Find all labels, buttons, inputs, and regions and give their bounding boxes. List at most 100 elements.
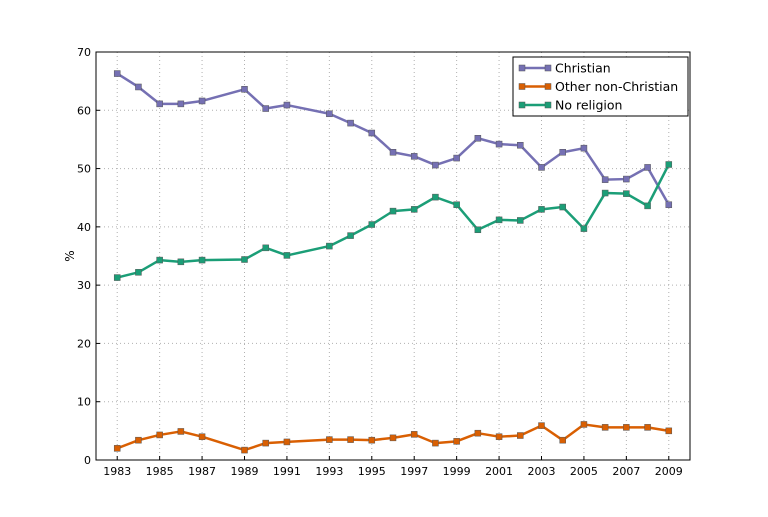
data-point — [283, 252, 291, 259]
data-point — [389, 149, 397, 156]
legend-marker — [518, 64, 526, 72]
data-point — [559, 436, 566, 444]
data-point — [347, 119, 354, 127]
data-point — [644, 424, 651, 431]
data-point — [601, 424, 609, 431]
data-point — [432, 161, 439, 169]
series-christian — [113, 70, 673, 208]
y-axis-label: % — [63, 250, 77, 261]
data-point — [474, 429, 482, 437]
data-point — [580, 144, 588, 152]
series-group — [113, 70, 673, 454]
x-tick-label: 1999 — [443, 465, 471, 478]
x-tick-label: 2001 — [485, 465, 513, 478]
data-point — [665, 201, 673, 208]
data-point — [623, 175, 630, 183]
data-point — [601, 189, 609, 197]
data-point — [495, 433, 503, 440]
data-point — [410, 431, 418, 438]
data-point — [453, 154, 460, 162]
y-tick-label: 60 — [77, 104, 91, 117]
data-point — [538, 164, 545, 171]
data-point — [156, 256, 163, 264]
data-point — [517, 432, 524, 439]
data-point — [559, 149, 566, 156]
data-point — [241, 256, 248, 263]
data-point — [474, 135, 482, 142]
data-point — [517, 217, 524, 224]
data-point — [665, 161, 673, 168]
data-point — [135, 436, 142, 444]
x-tick-label: 1985 — [146, 465, 174, 478]
data-point — [113, 70, 121, 77]
y-tick-label: 20 — [77, 337, 91, 350]
data-point — [623, 190, 630, 197]
data-point — [113, 274, 121, 281]
data-point — [177, 100, 185, 108]
y-tick-label: 40 — [77, 221, 91, 234]
data-point — [517, 142, 524, 149]
x-tick-label: 1987 — [188, 465, 216, 478]
legend-label: Christian — [555, 61, 611, 76]
data-point — [389, 434, 397, 442]
data-point — [601, 176, 609, 183]
x-tick-label: 2003 — [528, 465, 556, 478]
x-tick-label: 1991 — [273, 465, 301, 478]
x-tick-label: 2005 — [570, 465, 598, 478]
data-point — [623, 424, 630, 431]
data-point — [156, 431, 163, 439]
legend-marker — [518, 101, 526, 109]
x-tick-label: 2009 — [655, 465, 683, 478]
x-tick-label: 1997 — [400, 465, 428, 478]
data-point — [580, 225, 588, 232]
data-point — [262, 439, 269, 447]
data-point — [474, 226, 482, 234]
data-point — [368, 221, 376, 228]
x-tick-label: 1983 — [103, 465, 131, 478]
data-point — [326, 436, 333, 443]
data-point — [644, 202, 651, 210]
legend-marker — [518, 83, 526, 90]
ticks: 1983 1985 1987 1989 1991 1993 1995 1997 1999 2001… — [77, 46, 683, 478]
data-point — [495, 140, 503, 148]
data-point — [135, 269, 142, 276]
data-point — [432, 439, 439, 447]
legend-label: No religion — [555, 98, 622, 113]
data-point — [198, 433, 206, 440]
legend-marker — [544, 83, 552, 90]
y-tick-label: 0 — [84, 454, 91, 467]
data-point — [665, 427, 673, 435]
y-tick-label: 50 — [77, 163, 91, 176]
data-point — [113, 445, 121, 452]
x-tick-label: 2007 — [612, 465, 640, 478]
data-point — [177, 258, 185, 266]
plot-frame — [95, 51, 691, 461]
data-point — [538, 206, 545, 213]
x-tick-label: 1993 — [315, 465, 343, 478]
data-point — [410, 206, 418, 213]
legend-marker — [544, 101, 552, 109]
data-point — [347, 232, 354, 239]
y-tick-label: 10 — [77, 396, 91, 409]
series-other-non-christian — [113, 421, 673, 454]
data-point — [198, 256, 206, 264]
y-tick-label: 70 — [77, 46, 91, 59]
data-point — [283, 101, 291, 109]
data-point — [135, 83, 142, 91]
data-point — [495, 216, 503, 224]
y-tick-label: 30 — [77, 279, 91, 292]
data-point — [241, 446, 248, 454]
data-point — [326, 110, 333, 118]
data-point — [580, 421, 588, 428]
data-point — [262, 105, 269, 112]
data-point — [156, 100, 163, 108]
data-point — [326, 242, 333, 250]
legend-marker — [544, 64, 552, 72]
x-tick-label: 1995 — [358, 465, 386, 478]
data-point — [389, 207, 397, 215]
series-no-religion — [113, 161, 673, 281]
data-point — [453, 201, 460, 208]
data-point — [410, 153, 418, 160]
data-point — [177, 428, 185, 435]
